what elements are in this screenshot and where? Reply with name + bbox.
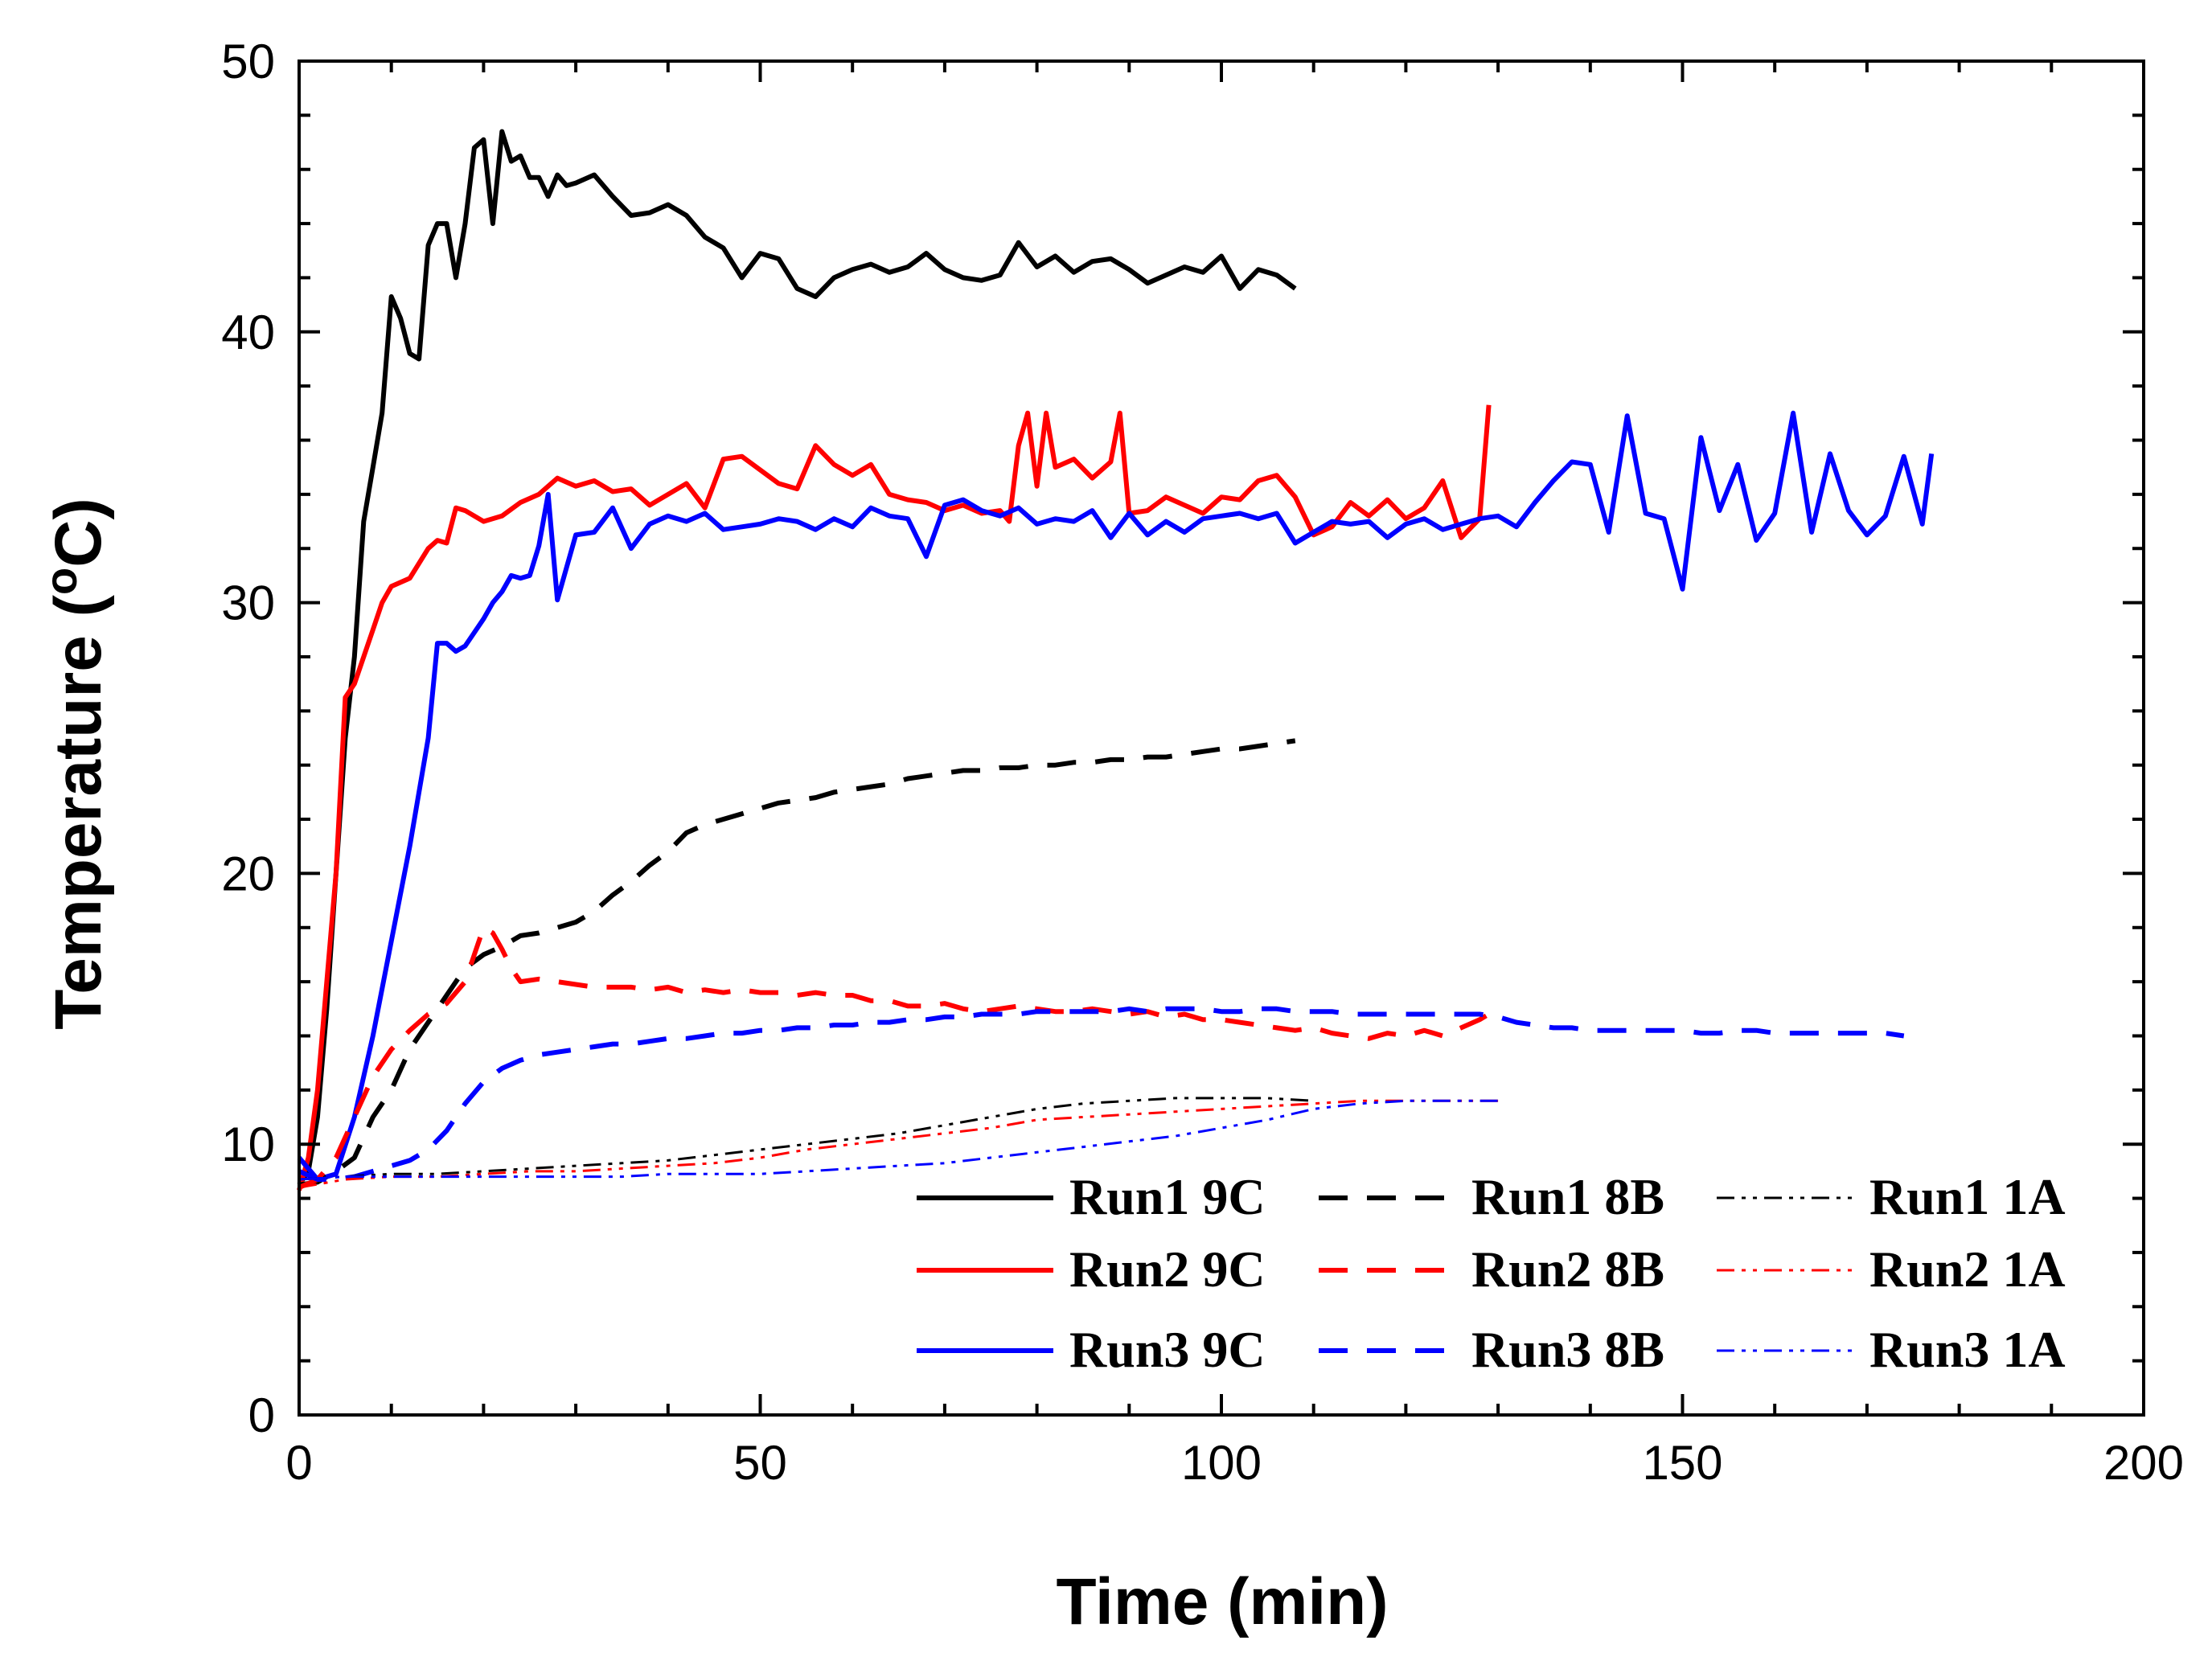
y-axis-title-superscript: o	[35, 568, 86, 595]
y-tick-label: 30	[221, 576, 275, 630]
x-tick-label: 0	[285, 1436, 312, 1490]
legend-label-run1-1a: Run1 1A	[1869, 1168, 2066, 1225]
series-line-run2-1a	[298, 1099, 1499, 1189]
y-tick-label: 0	[248, 1388, 275, 1442]
legend-label-run2-8b: Run2 8B	[1471, 1240, 1664, 1298]
series-line-run2-9c	[297, 404, 1492, 1191]
x-tick-label: 50	[733, 1436, 787, 1490]
y-tick-label: 10	[221, 1117, 275, 1171]
legend-label-run2-1a: Run2 1A	[1869, 1240, 2066, 1298]
series-lines	[297, 129, 1935, 1191]
series-line-run2-8b	[298, 925, 1491, 1190]
x-tick-label: 200	[2103, 1436, 2184, 1490]
legend-label-run3-1a: Run3 1A	[1869, 1321, 2066, 1378]
legend-label-run1-8b: Run1 8B	[1471, 1168, 1664, 1225]
y-tick-label: 40	[221, 306, 275, 359]
x-axis-title: Time (min)	[1056, 1565, 1388, 1638]
y-axis-title-unit: C)	[42, 498, 115, 568]
legend-label-run3-8b: Run3 8B	[1471, 1321, 1664, 1378]
series-line-run1-1a	[298, 1097, 1314, 1181]
series-line-run3-9c	[297, 410, 1935, 1182]
legend-label-run3-9c: Run3 9C	[1069, 1321, 1266, 1378]
series-line-run3-1a	[298, 1099, 1499, 1181]
series-line-run1-8b	[298, 738, 1296, 1187]
y-axis-title-main: Temperature (	[42, 594, 115, 1029]
x-tick-label: 150	[1642, 1436, 1722, 1490]
series-line-run3-8b	[298, 1006, 1905, 1182]
legend: Run1 9C Run2 9C Run3 9C Run1 8B Run2 8B Run3 …	[917, 1168, 2066, 1378]
legend-label-run2-9c: Run2 9C	[1069, 1240, 1266, 1298]
y-tick-label: 20	[221, 847, 275, 900]
legend-label-run1-9c: Run1 9C	[1069, 1168, 1266, 1225]
x-tick-label: 100	[1181, 1436, 1262, 1490]
y-tick-label: 50	[221, 35, 275, 88]
series-line-run1-9c	[297, 129, 1297, 1187]
y-axis-title: Temperature (oC)	[35, 498, 115, 1029]
axes: 0 50 100 150 200 0 10 20 30 40 50	[221, 35, 2184, 1490]
